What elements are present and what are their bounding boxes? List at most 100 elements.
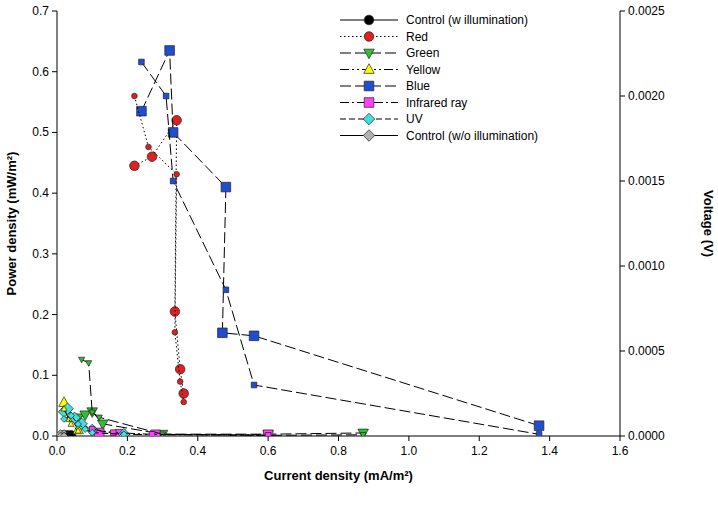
y2-tick-label: 0.0015 (628, 174, 665, 188)
point (265, 433, 271, 436)
point (75, 421, 82, 428)
series-line (141, 62, 539, 434)
x-tick-label: 0.4 (189, 444, 206, 458)
voltage-series (57, 432, 67, 436)
x-tick-label: 1.4 (541, 444, 558, 458)
point (121, 431, 128, 436)
voltage-series (132, 93, 187, 405)
point (360, 433, 366, 436)
y-axis-title: Power density (mW/m²) (4, 152, 19, 296)
series-line (92, 429, 268, 435)
x-tick-label: 0.0 (49, 444, 66, 458)
y-tick-label: 0.0 (32, 429, 49, 443)
point (221, 182, 231, 192)
x-tick-label: 0.6 (260, 444, 277, 458)
legend-label: Red (406, 30, 428, 44)
point (358, 429, 369, 436)
point (534, 421, 544, 431)
y-tick (52, 436, 57, 437)
point (79, 357, 85, 363)
series-line (134, 120, 183, 393)
point (223, 287, 229, 293)
point (89, 429, 96, 436)
y-tick (52, 314, 57, 315)
y-tick-label: 0.4 (32, 186, 49, 200)
x-tick-label: 1.0 (401, 444, 418, 458)
x-axis-title: Current density (mA/m²) (264, 468, 413, 483)
legend-label: Control (w illumination) (406, 13, 528, 27)
point (61, 405, 67, 411)
legend-marker (363, 113, 375, 125)
legend-marker (364, 15, 374, 25)
point (251, 382, 257, 388)
y2-tick-label: 0.0025 (628, 4, 665, 18)
y2-tick-label: 0.0020 (628, 89, 665, 103)
y2-tick (620, 181, 625, 182)
point (172, 115, 182, 125)
y2-tick (620, 436, 625, 437)
y2-tick (620, 96, 625, 97)
tick-labels: 0.00.20.40.60.81.01.21.41.60.00.10.20.30… (32, 4, 665, 458)
voltage-series (139, 59, 542, 436)
legend-label: Control (w/o illumination) (406, 129, 538, 143)
point (68, 412, 75, 419)
point (147, 152, 157, 162)
y-tick-label: 0.5 (32, 125, 49, 139)
x-tick-label: 1.6 (612, 444, 629, 458)
point (118, 428, 130, 436)
legend: Control (w illumination)RedGreenYellowBl… (340, 13, 538, 143)
x-tick (197, 436, 198, 441)
voltage-series (89, 426, 271, 436)
point (172, 330, 178, 336)
point (89, 410, 95, 416)
point (163, 93, 169, 99)
legend-marker (364, 32, 374, 42)
point (165, 46, 175, 56)
x-tick-label: 0.8 (330, 444, 347, 458)
point (174, 171, 180, 177)
point (265, 433, 271, 436)
y-tick-label: 0.6 (32, 65, 49, 79)
y-tick-label: 0.7 (32, 4, 49, 18)
x-tick-label: 0.2 (119, 444, 136, 458)
y-axis-line (57, 11, 58, 436)
legend-marker (363, 130, 375, 142)
legend-label: Green (406, 46, 439, 60)
y-tick (52, 132, 57, 133)
x-tick-label: 1.2 (471, 444, 488, 458)
power-series (59, 397, 84, 434)
y-tick (52, 71, 57, 72)
y2-tick-label: 0.0000 (628, 429, 665, 443)
legend-label: Yellow (406, 63, 441, 77)
x-tick (620, 436, 621, 441)
point (249, 331, 259, 341)
point (61, 416, 68, 423)
x-tick (479, 436, 480, 441)
point (149, 432, 155, 437)
x-tick (57, 436, 58, 441)
point (82, 426, 89, 433)
point (170, 178, 176, 184)
point (86, 361, 92, 367)
x-tick (408, 436, 409, 441)
voltage-series (61, 405, 81, 433)
point (132, 93, 138, 99)
point (177, 379, 183, 385)
legend-marker (364, 98, 374, 108)
point (139, 59, 145, 65)
x-tick (338, 436, 339, 441)
y-tick (52, 375, 57, 376)
y2-tick (620, 266, 625, 267)
point (179, 389, 189, 399)
point (146, 144, 152, 150)
point (68, 421, 74, 427)
voltage-series (61, 433, 74, 436)
y-tick (52, 193, 57, 194)
y2-axis-title: Voltage (V) (701, 190, 716, 257)
y-tick (52, 11, 57, 12)
series-line (134, 96, 183, 402)
power-series (57, 430, 70, 436)
y2-axis-line (620, 11, 621, 436)
point (61, 432, 68, 436)
voltage-series (61, 412, 128, 436)
